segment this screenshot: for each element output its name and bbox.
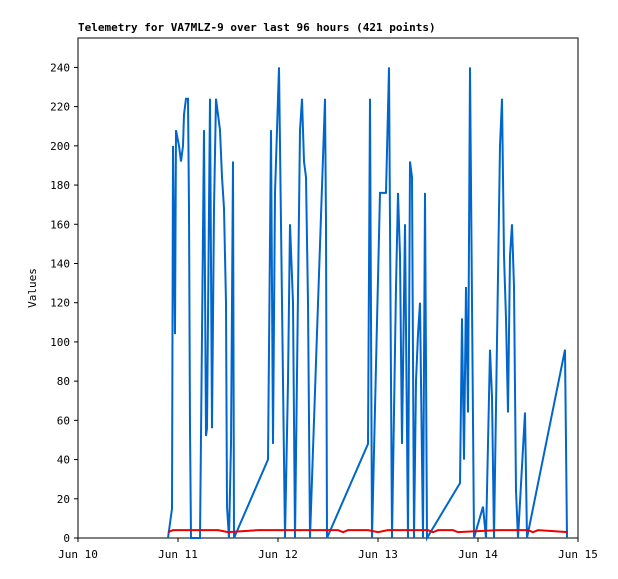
y-tick-label: 180	[50, 179, 70, 192]
y-tick-label: 160	[50, 218, 70, 231]
y-tick-label: 20	[57, 493, 70, 506]
series-line	[167, 67, 568, 542]
x-tick-label: Jun 15	[558, 548, 598, 561]
x-tick-label: Jun 11	[158, 548, 198, 561]
x-tick-label: Jun 12	[258, 548, 298, 561]
y-axis-label: Values	[26, 268, 39, 308]
y-tick-label: 220	[50, 101, 70, 114]
y-tick-label: 0	[63, 532, 70, 545]
x-tick-label: Jun 13	[358, 548, 398, 561]
chart-title: Telemetry for VA7MLZ-9 over last 96 hour…	[78, 21, 436, 34]
y-tick-label: 100	[50, 336, 70, 349]
y-tick-label: 80	[57, 375, 70, 388]
y-tick-label: 240	[50, 61, 70, 74]
y-tick-label: 120	[50, 297, 70, 310]
y-tick-label: 200	[50, 140, 70, 153]
y-tick-label: 40	[57, 454, 70, 467]
y-tick-label: 60	[57, 414, 70, 427]
x-tick-label: Jun 14	[458, 548, 498, 561]
series-line	[167, 529, 569, 534]
y-tick-label: 140	[50, 257, 70, 270]
x-tick-label: Jun 10	[58, 548, 98, 561]
